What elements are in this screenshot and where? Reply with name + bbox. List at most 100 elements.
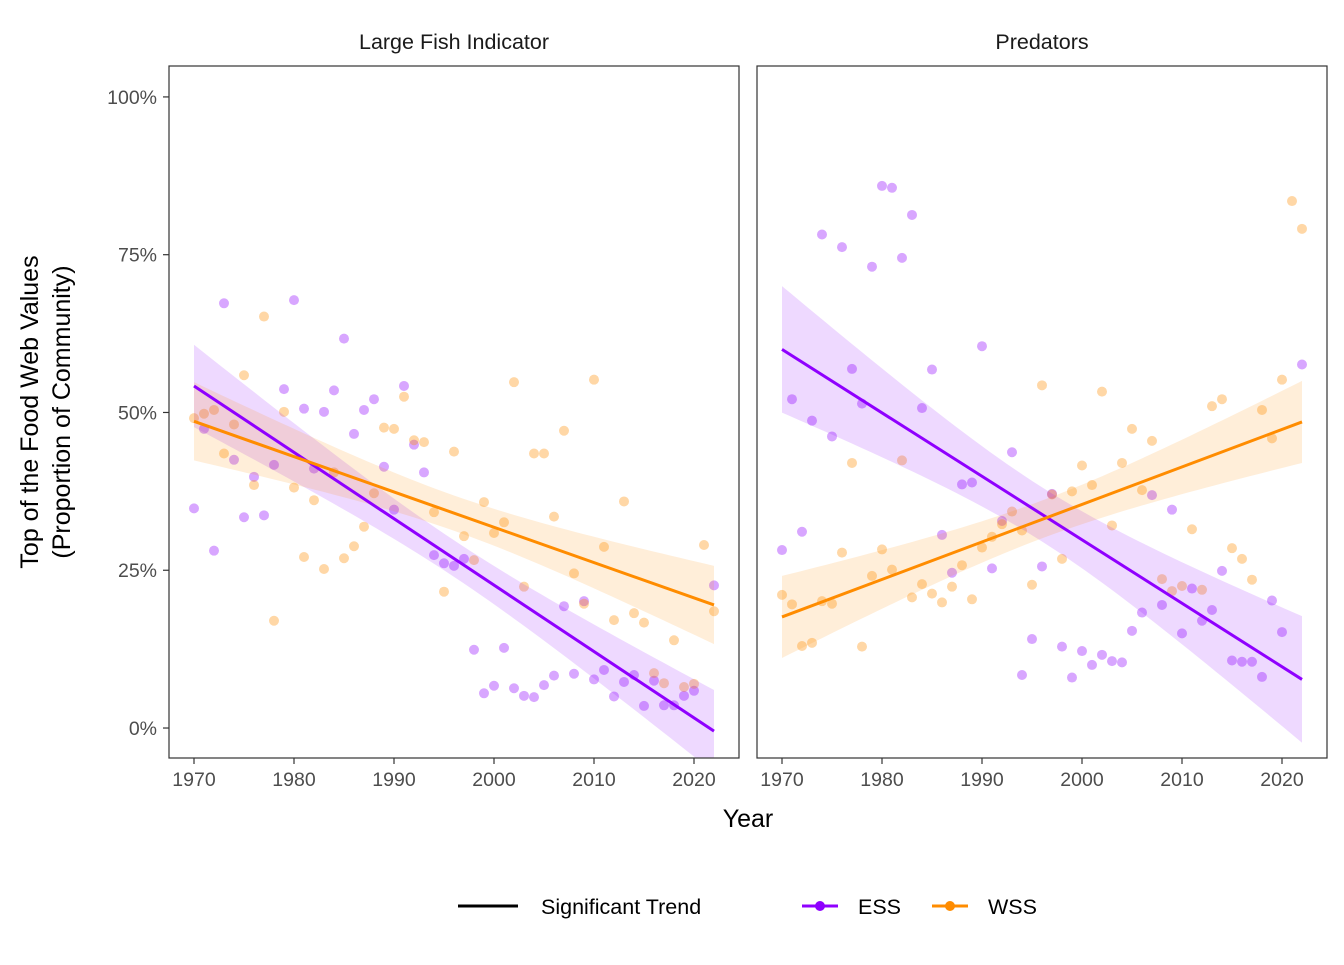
point-ess — [609, 691, 619, 702]
point-ess — [279, 384, 289, 395]
plot-area — [777, 180, 1307, 743]
point-ess — [1167, 504, 1177, 515]
point-wss — [609, 615, 619, 626]
point-ess — [947, 567, 957, 578]
panel-2: Predators 1970 1980 1990 2000 2010 2020 — [756, 30, 1328, 791]
point-wss — [659, 678, 669, 689]
point-wss — [897, 455, 907, 466]
point-wss — [389, 423, 399, 434]
point-wss — [1057, 553, 1067, 564]
point-wss — [449, 446, 459, 457]
point-ess — [659, 700, 669, 711]
point-wss — [1187, 524, 1197, 535]
point-ess — [957, 479, 967, 490]
point-wss — [459, 531, 469, 542]
x-tick-label: 2010 — [572, 769, 616, 791]
point-ess — [1187, 583, 1197, 594]
point-wss — [469, 555, 479, 566]
point-wss — [359, 521, 369, 532]
point-ess — [937, 529, 947, 540]
point-wss — [797, 640, 807, 651]
point-wss — [599, 541, 609, 552]
y-tick-label: 50% — [118, 402, 157, 424]
y-tick-label: 75% — [118, 245, 157, 267]
point-ess — [289, 295, 299, 306]
point-wss — [379, 422, 389, 433]
point-ess — [229, 454, 239, 465]
point-wss — [1027, 579, 1037, 590]
point-wss — [957, 560, 967, 571]
point-ess — [887, 182, 897, 193]
point-ess — [299, 403, 309, 414]
y-axis-title-line2: (Proportion of Community) — [48, 265, 76, 558]
point-wss — [309, 495, 319, 506]
point-ess — [409, 439, 419, 450]
point-ess — [877, 180, 887, 191]
point-wss — [1067, 486, 1077, 497]
point-ess — [549, 670, 559, 681]
point-wss — [937, 597, 947, 608]
point-wss — [629, 608, 639, 619]
point-ess — [239, 512, 249, 523]
point-wss — [1037, 380, 1047, 391]
point-wss — [927, 588, 937, 599]
point-wss — [1287, 196, 1297, 207]
point-wss — [229, 419, 239, 430]
point-ess — [917, 403, 927, 414]
point-wss — [439, 586, 449, 597]
point-ess — [619, 676, 629, 687]
panel-border — [756, 65, 1328, 759]
point-wss — [409, 435, 419, 446]
point-wss — [1077, 460, 1087, 471]
point-ess — [907, 209, 917, 220]
point-ess — [1057, 641, 1067, 652]
point-ess — [389, 504, 399, 515]
point-ess — [1127, 625, 1137, 636]
point-wss — [239, 370, 249, 381]
point-wss — [209, 404, 219, 415]
plot-area — [189, 295, 719, 758]
trend-line-wss — [193, 419, 715, 607]
point-wss — [1117, 457, 1127, 468]
panel-title: Large Fish Indicator — [359, 30, 549, 54]
point-wss — [857, 641, 867, 652]
panel-1: Large Fish Indicator 1970 1980 1990 2000 2010… — [107, 30, 740, 791]
point-wss — [1007, 506, 1017, 517]
point-wss — [649, 668, 659, 679]
point-ess — [469, 644, 479, 655]
point-wss — [1127, 423, 1137, 434]
point-wss — [997, 519, 1007, 530]
point-ess — [269, 459, 279, 470]
point-wss — [1097, 386, 1107, 397]
point-ess — [709, 580, 719, 591]
point-ess — [1217, 565, 1227, 576]
trend-line-wss — [781, 420, 1303, 619]
point-wss — [479, 497, 489, 508]
point-ess — [589, 674, 599, 685]
point-ess — [479, 688, 489, 699]
point-ess — [897, 252, 907, 263]
panel-title: Predators — [995, 30, 1088, 54]
point-wss — [399, 391, 409, 402]
point-ess — [1067, 672, 1077, 683]
point-ess — [1027, 634, 1037, 645]
point-wss — [699, 540, 709, 551]
point-ess — [319, 406, 329, 417]
point-wss — [877, 544, 887, 555]
point-ess — [509, 683, 519, 694]
point-wss — [967, 594, 977, 605]
point-ess — [847, 363, 857, 374]
point-ess — [569, 668, 579, 679]
legend: Significant Trend ESS WSS — [458, 895, 1037, 919]
point-wss — [977, 542, 987, 553]
point-ess — [649, 675, 659, 686]
point-ess — [1017, 670, 1027, 681]
point-wss — [349, 541, 359, 552]
point-ess — [219, 298, 229, 309]
point-wss — [529, 448, 539, 459]
x-tick-label: 2000 — [472, 769, 516, 791]
point-wss — [807, 637, 817, 648]
point-ess — [349, 428, 359, 439]
point-ess — [679, 690, 689, 701]
point-ess — [1137, 607, 1147, 618]
